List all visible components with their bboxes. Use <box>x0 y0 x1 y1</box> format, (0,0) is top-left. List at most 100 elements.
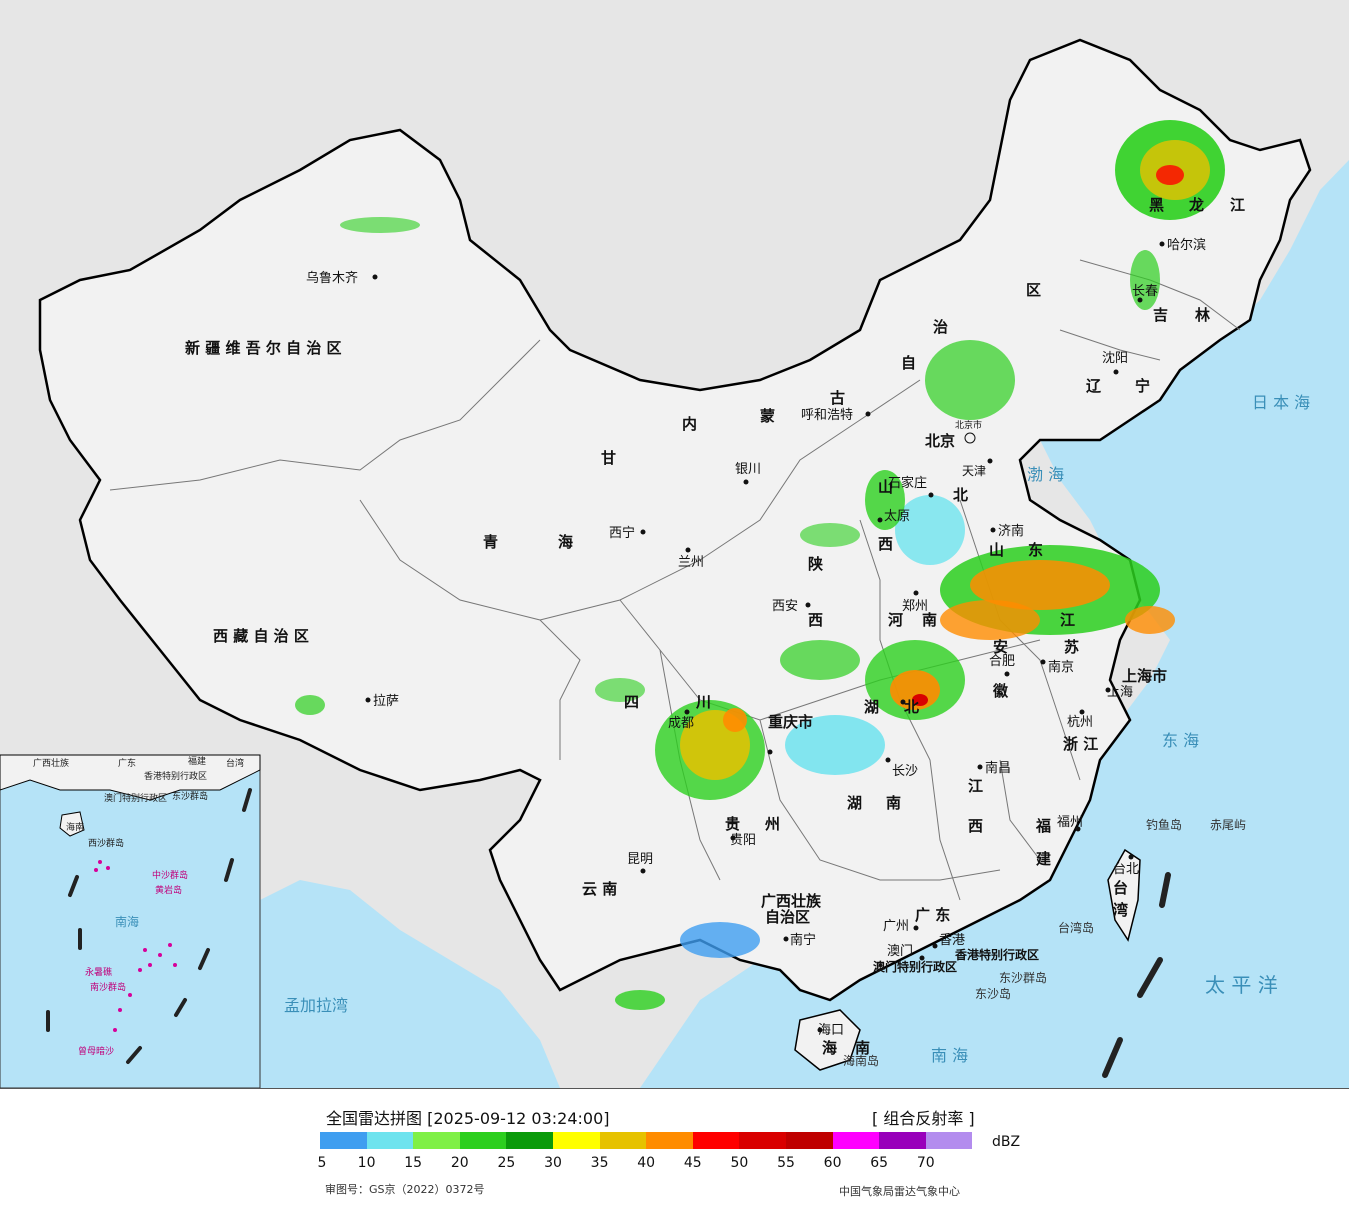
legend-unit: dBZ <box>992 1134 1021 1150</box>
city-haikou: 海口 <box>818 1023 844 1038</box>
tick-label: 70 <box>916 1155 935 1171</box>
province-labels: 新 疆 维 吾 尔 自 治 区 西 藏 自 治 区 青 海 甘 内 蒙 古 自 … <box>185 196 1245 1057</box>
inset-huangyan: 黄岩岛 <box>155 884 182 896</box>
inset-dongsha: 东沙群岛 <box>172 790 208 802</box>
label-henan-1: 河 <box>888 611 903 629</box>
label-pacific: 太 平 洋 <box>1205 973 1278 997</box>
city-shenyang: 沈阳 <box>1102 351 1128 366</box>
inset-guangxi: 广西壮族 <box>33 757 69 769</box>
city-jinan: 济南 <box>998 523 1024 539</box>
hainan-island <box>794 1009 861 1071</box>
label-hunan-1: 湖 <box>847 794 862 812</box>
label-liaoning-1: 辽 <box>1086 377 1101 395</box>
label-sichuan-1: 四 <box>624 693 639 711</box>
label-jiangxi-2: 西 <box>968 817 983 835</box>
label-jilin-2: 林 <box>1195 306 1211 324</box>
city-changsha: 长沙 <box>892 764 918 779</box>
label-japan-sea: 日 本 海 <box>1252 393 1310 412</box>
label-anhui-2: 徽 <box>992 682 1009 700</box>
label-bengal: 孟加拉湾 <box>284 996 348 1015</box>
label-neimeng-3: 古 <box>830 389 845 407</box>
agency-name: 中国气象局雷达气象中心 <box>839 1185 960 1198</box>
tick-label: 35 <box>590 1155 609 1171</box>
color-swatch <box>366 1132 414 1149</box>
label-neimeng-5: 治 <box>933 318 948 336</box>
taiwan-island <box>1107 848 1141 942</box>
label-guangxi-2: 自治区 <box>765 908 810 926</box>
china-land <box>38 38 1312 1002</box>
label-neimeng-6: 区 <box>1026 281 1041 299</box>
label-neimeng-4: 自 <box>901 354 916 372</box>
city-taiyuan: 太原 <box>884 509 910 524</box>
color-scale <box>320 1132 973 1149</box>
city-chengdu: 成都 <box>668 716 694 731</box>
city-urumqi: 乌鲁木齐 <box>306 270 358 286</box>
label-taiwan-1: 台 <box>1113 879 1128 897</box>
color-swatch <box>785 1132 833 1149</box>
label-henan-2: 南 <box>922 611 937 629</box>
inset-yongshu: 永暑礁 <box>85 966 112 978</box>
tick-label: 50 <box>730 1155 749 1171</box>
label-shaanxi-1: 陕 <box>808 555 823 573</box>
label-jilin-1: 吉 <box>1153 306 1168 324</box>
city-zhengzhou: 郑州 <box>902 599 928 614</box>
label-liaoning-2: 宁 <box>1135 377 1150 395</box>
label-hainan-2: 南 <box>855 1039 870 1057</box>
color-swatch <box>552 1132 600 1149</box>
label-hainan-dao: 海南岛 <box>843 1053 879 1068</box>
tick-label: 25 <box>497 1155 516 1171</box>
color-swatch <box>459 1132 507 1149</box>
label-bohai: 渤 海 <box>1027 465 1064 484</box>
label-guangdong: 广 东 <box>915 906 950 924</box>
city-xian: 西安 <box>772 599 798 614</box>
label-qinghai-2: 海 <box>558 533 573 551</box>
inset-zengmu: 曾母暗沙 <box>78 1045 114 1057</box>
city-nanning: 南宁 <box>790 932 816 948</box>
island-labels: 钓鱼岛 赤尾屿 台湾岛 东沙群岛 东沙岛 海南岛 <box>843 817 1246 1068</box>
inset-guangdong: 广东 <box>118 757 136 769</box>
label-south-sea: 南 海 <box>931 1046 968 1065</box>
label-guizhou-1: 贵 <box>725 815 740 833</box>
city-nanjing: 南京 <box>1048 659 1074 675</box>
label-xinjiang: 新 疆 维 吾 尔 自 治 区 <box>185 339 342 357</box>
tick-label: 10 <box>357 1155 376 1171</box>
color-swatch <box>320 1132 367 1149</box>
label-fujian-1: 福 <box>1035 817 1051 835</box>
label-chongqing: 重庆市 <box>768 713 813 731</box>
color-swatch <box>506 1132 553 1149</box>
sea-labels: 日 本 海 渤 海 东 海 南 海 太 平 洋 孟加拉湾 <box>284 393 1310 1065</box>
label-shandong-2: 东 <box>1028 541 1043 559</box>
label-hubei-1: 湖 <box>864 698 879 716</box>
city-changchun: 长春 <box>1132 284 1158 299</box>
tick-label: 40 <box>637 1155 656 1171</box>
city-lhasa: 拉萨 <box>373 694 399 709</box>
color-swatch <box>879 1132 926 1149</box>
label-shanghai: 上海市 <box>1122 667 1167 685</box>
label-jiangsu-2: 苏 <box>1064 638 1079 656</box>
label-taiwan-dao: 台湾岛 <box>1058 920 1094 935</box>
color-swatch <box>599 1132 647 1149</box>
inset-macau: 澳门特别行政区 <box>104 792 167 804</box>
tick-label: 5 <box>317 1155 327 1171</box>
label-dongsha-dao: 东沙岛 <box>975 986 1011 1001</box>
label-dongsha-qundao: 东沙群岛 <box>999 970 1047 985</box>
city-harbin: 哈尔滨 <box>1167 237 1206 253</box>
color-swatch <box>739 1132 786 1149</box>
label-chiwei: 赤尾屿 <box>1210 818 1246 832</box>
label-anhui-1: 安 <box>993 638 1008 656</box>
tick-label: 60 <box>823 1155 842 1171</box>
label-jiangsu-1: 江 <box>1060 611 1075 629</box>
city-lanzhou: 兰州 <box>678 555 704 570</box>
city-macau: 澳门 <box>887 943 913 959</box>
tick-label: 15 <box>404 1155 423 1171</box>
city-xining: 西宁 <box>609 525 635 541</box>
label-hunan-2: 南 <box>886 794 901 812</box>
color-swatch <box>832 1132 880 1149</box>
city-shanghai: 上海 <box>1107 685 1133 700</box>
label-macau-sar: 澳门特别行政区 <box>873 959 957 974</box>
review-number: 审图号：GS京（2022）0372号 <box>325 1183 485 1196</box>
color-swatch <box>925 1132 973 1149</box>
city-hangzhou: 杭州 <box>1067 715 1093 730</box>
label-taiwan-2: 湾 <box>1113 901 1128 919</box>
tick-label: 55 <box>777 1155 795 1171</box>
